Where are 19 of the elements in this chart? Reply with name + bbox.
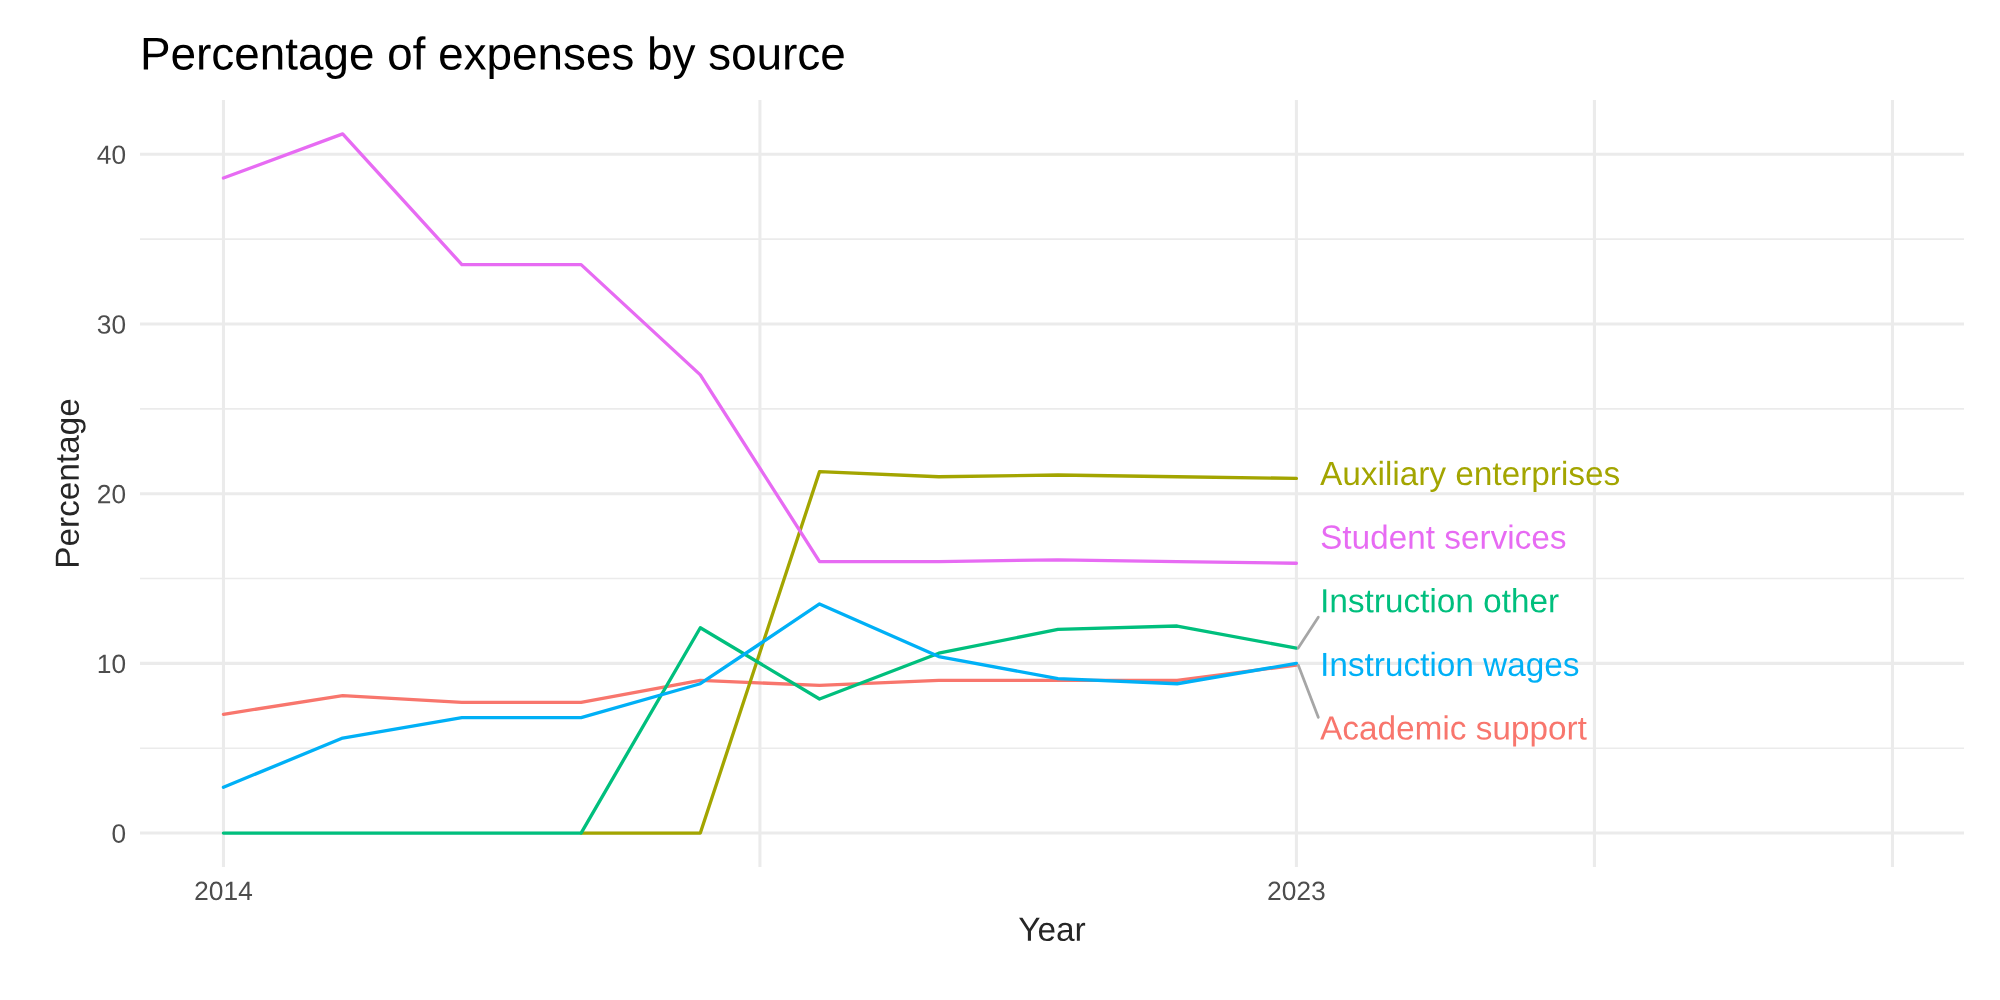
y-tick-label: 20: [98, 484, 126, 504]
y-tick-label: 40: [97, 145, 126, 165]
x-tick-label: 2014: [195, 881, 253, 901]
line-series: [221, 132, 1299, 565]
chart-title: Percentage of expenses by source: [143, 36, 844, 79]
x-axis-title: Year: [1019, 917, 1086, 942]
series-label: Student services: [1321, 524, 1566, 549]
x-tick-label: 2023: [1268, 881, 1325, 901]
series-label: Academic support: [1320, 715, 1587, 747]
line-series: [579, 469, 1299, 835]
y-tick-label: 30: [97, 315, 126, 334]
y-axis-title: Percentage: [55, 399, 86, 567]
line-series: [221, 602, 1299, 789]
series-label: Instruction other: [1323, 588, 1559, 613]
series-label: Instruction wages: [1323, 651, 1579, 683]
y-tick-label: 10: [98, 654, 126, 674]
y-tick-label: 0: [112, 824, 126, 843]
line-series: [221, 624, 1299, 835]
series-label: Auxiliary enterprises: [1320, 460, 1620, 492]
